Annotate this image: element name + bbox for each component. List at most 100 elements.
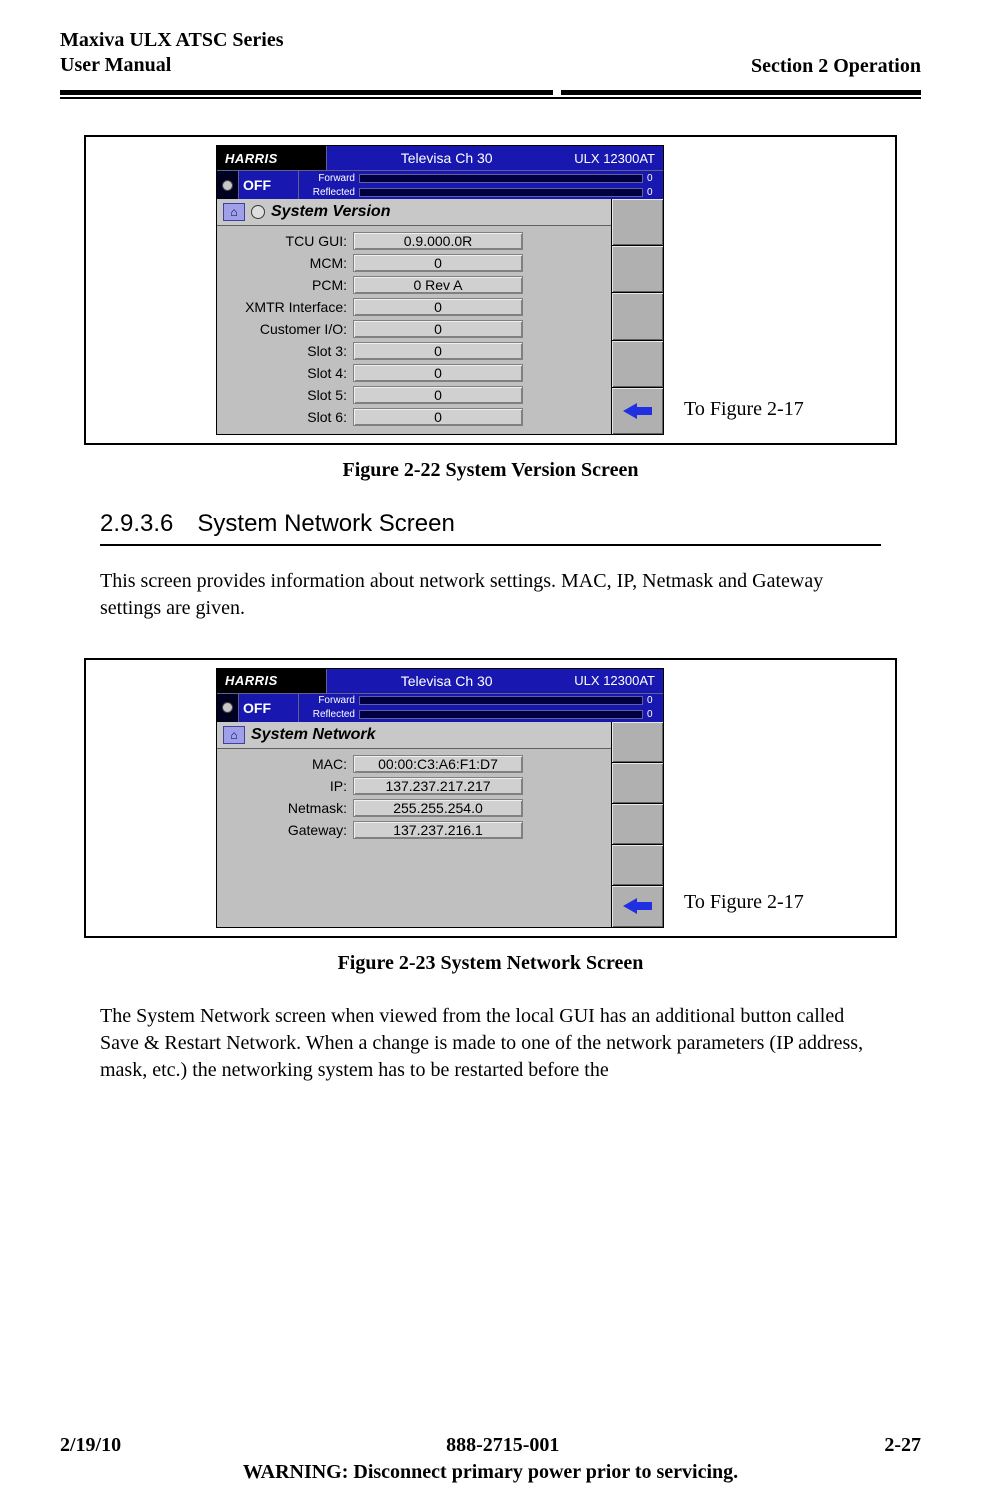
power-bars: Forward 0 Reflected 0 (299, 694, 663, 722)
page-footer: 2/19/10 888-2715-001 2-27 WARNING: Disco… (60, 1434, 921, 1484)
bar-reflected: Reflected 0 (299, 185, 663, 199)
device-sidebar (611, 199, 663, 434)
kv-label: Slot 4: (223, 365, 353, 381)
kv-label: Slot 6: (223, 409, 353, 425)
home-icon[interactable]: ⌂ (223, 203, 245, 221)
kv-value: 137.237.217.217 (353, 777, 523, 795)
bar-label: Reflected (299, 709, 359, 720)
section-number: 2.9.3.6 (100, 510, 173, 538)
panel-title: System Network (251, 726, 376, 744)
kv-value: 0 (353, 342, 523, 360)
kv-row: IP:137.237.217.217 (223, 775, 605, 797)
figure-2-22-frame: HARRIS Televisa Ch 30 ULX 12300AT OFF Fo… (84, 135, 897, 445)
kv-row: Slot 3:0 (223, 340, 605, 362)
kv-row: Customer I/O:0 (223, 318, 605, 340)
bar-value: 0 (647, 709, 663, 720)
kv-label: IP: (223, 778, 353, 794)
bar-value: 0 (647, 173, 663, 184)
side-button-4[interactable] (612, 844, 663, 885)
side-button-2[interactable] (612, 245, 663, 292)
bar-label: Reflected (299, 187, 359, 198)
section-heading: 2.9.3.6 System Network Screen (100, 510, 881, 538)
kv-label: Customer I/O: (223, 321, 353, 337)
bar-reflected: Reflected 0 (299, 708, 663, 722)
device-title: Televisa Ch 30 (327, 669, 566, 693)
side-button-3[interactable] (612, 292, 663, 339)
kv-row: PCM:0 Rev A (223, 274, 605, 296)
device-status-bar: OFF Forward 0 Reflected 0 (217, 170, 663, 199)
bar-track (359, 188, 643, 197)
kv-value: 0 (353, 386, 523, 404)
power-state: OFF (239, 171, 299, 199)
kv-label: MAC: (223, 756, 353, 772)
arrow-left-icon (623, 401, 653, 421)
kv-value: 0 Rev A (353, 276, 523, 294)
device-body: ⌂ System Network MAC:00:00:C3:A6:F1:D7 I… (217, 722, 663, 927)
led-dot-icon (222, 702, 233, 713)
kv-value: 137.237.216.1 (353, 821, 523, 839)
kv-value: 0 (353, 320, 523, 338)
header-rule-thin (60, 97, 921, 99)
kv-label: Slot 3: (223, 343, 353, 359)
kv-label: TCU GUI: (223, 233, 353, 249)
home-icon[interactable]: ⌂ (223, 726, 245, 744)
kv-row: TCU GUI:0.9.000.0R (223, 230, 605, 252)
brand-logo: HARRIS (217, 146, 327, 170)
kv-row: Slot 4:0 (223, 362, 605, 384)
section-rule (100, 544, 881, 546)
product-name: Maxiva ULX ATSC Series (60, 28, 284, 53)
kv-value: 0 (353, 408, 523, 426)
device-sidebar (611, 722, 663, 927)
device-main: ⌂ System Network MAC:00:00:C3:A6:F1:D7 I… (217, 722, 611, 927)
section-intro: This screen provides information about n… (100, 568, 881, 622)
doc-type: User Manual (60, 53, 284, 78)
kv-value: 0.9.000.0R (353, 232, 523, 250)
led-dot-icon (222, 180, 233, 191)
bar-label: Forward (299, 695, 359, 706)
panel-title: System Version (271, 203, 390, 221)
section-para-2: The System Network screen when viewed fr… (100, 1003, 881, 1084)
kv-label: Gateway: (223, 822, 353, 838)
version-list: TCU GUI:0.9.000.0R MCM:0 PCM:0 Rev A XMT… (217, 226, 611, 434)
figure-2-22-caption: Figure 2-22 System Version Screen (60, 459, 921, 482)
footer-doc: 888-2715-001 (446, 1434, 559, 1457)
device-model: ULX 12300AT (566, 669, 663, 693)
radio-icon (251, 205, 265, 219)
kv-row: MAC:00:00:C3:A6:F1:D7 (223, 753, 605, 775)
bar-label: Forward (299, 173, 359, 184)
power-state: OFF (239, 694, 299, 722)
kv-label: PCM: (223, 277, 353, 293)
device-main: ⌂ System Version TCU GUI:0.9.000.0R MCM:… (217, 199, 611, 434)
page-header: Maxiva ULX ATSC Series User Manual Secti… (60, 28, 921, 84)
footer-page: 2-27 (884, 1434, 921, 1457)
bar-forward: Forward 0 (299, 171, 663, 185)
side-button-2[interactable] (612, 762, 663, 803)
kv-value: 0 (353, 254, 523, 272)
device-screenshot-version: HARRIS Televisa Ch 30 ULX 12300AT OFF Fo… (216, 145, 664, 435)
side-button-1[interactable] (612, 722, 663, 762)
panel-title-row: ⌂ System Version (217, 199, 611, 226)
kv-value: 00:00:C3:A6:F1:D7 (353, 755, 523, 773)
network-list: MAC:00:00:C3:A6:F1:D7 IP:137.237.217.217… (217, 749, 611, 927)
kv-value: 255.255.254.0 (353, 799, 523, 817)
device-titlebar: HARRIS Televisa Ch 30 ULX 12300AT (217, 146, 663, 170)
back-button[interactable] (612, 387, 663, 434)
bar-value: 0 (647, 187, 663, 198)
bar-track (359, 174, 643, 183)
footer-warning: WARNING: Disconnect primary power prior … (60, 1461, 921, 1484)
side-button-4[interactable] (612, 340, 663, 387)
bar-track (359, 696, 643, 705)
side-button-1[interactable] (612, 199, 663, 245)
device-model: ULX 12300AT (566, 146, 663, 170)
kv-value: 0 (353, 298, 523, 316)
back-button[interactable] (612, 885, 663, 926)
bar-track (359, 710, 643, 719)
device-titlebar: HARRIS Televisa Ch 30 ULX 12300AT (217, 669, 663, 693)
kv-row: Netmask:255.255.254.0 (223, 797, 605, 819)
side-button-3[interactable] (612, 803, 663, 844)
section-title: System Network Screen (197, 510, 454, 538)
header-right: Section 2 Operation (751, 55, 921, 78)
device-status-bar: OFF Forward 0 Reflected 0 (217, 693, 663, 722)
kv-label: Netmask: (223, 800, 353, 816)
power-bars: Forward 0 Reflected 0 (299, 171, 663, 199)
